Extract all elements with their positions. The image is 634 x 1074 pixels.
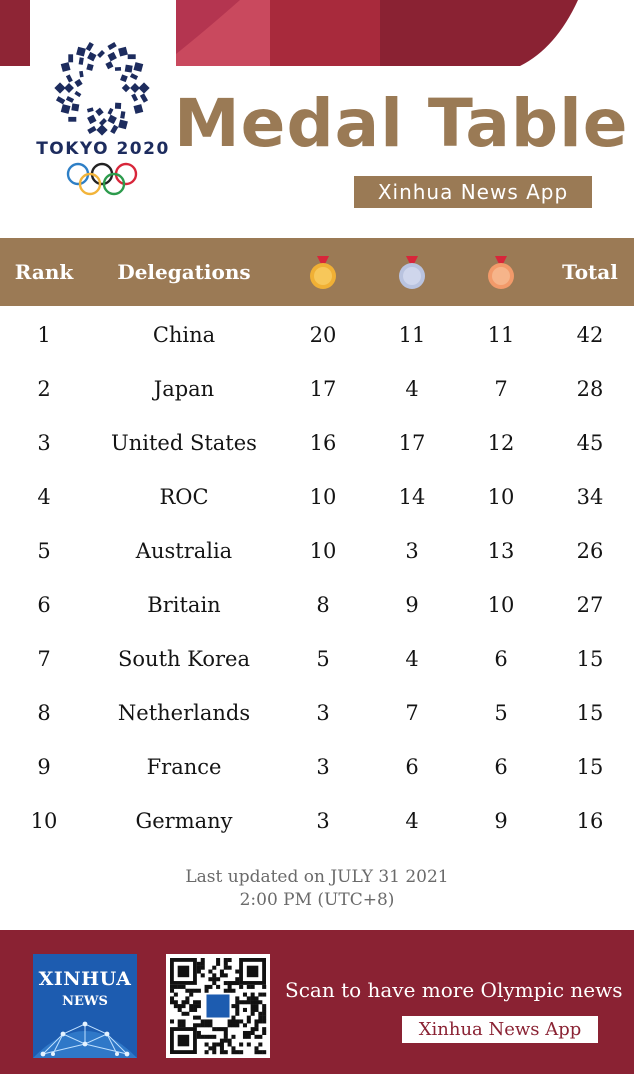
total-cell: 27: [576, 593, 604, 617]
gold-cell: 16: [309, 431, 337, 455]
bronze-cell: 11: [487, 323, 515, 347]
total-cell: 34: [576, 485, 604, 509]
olympic-rings-icon: [66, 162, 138, 196]
bronze-cell: 6: [494, 647, 508, 671]
last-updated-time: 2:00 PM (UTC+8): [239, 890, 395, 910]
total-cell: 26: [576, 539, 604, 563]
last-updated-date: Last updated on JULY 31 2021: [185, 867, 449, 887]
banner-strip: [0, 0, 578, 66]
silver-cell: 17: [398, 431, 426, 455]
gold-cell: 10: [309, 539, 337, 563]
tokyo-2020-emblem-icon: [54, 41, 150, 136]
silver-cell: 4: [405, 809, 419, 833]
xinhua-logo-subtitle: NEWS: [62, 994, 108, 1009]
table-row: 3 United States 16 17 12 45: [0, 416, 634, 470]
delegation-cell: China: [152, 323, 216, 347]
table-row: 10 Germany 3 4 9 16: [0, 794, 634, 848]
gold-cell: 20: [309, 323, 337, 347]
delegation-cell: Germany: [135, 809, 233, 833]
xinhua-logo-title: XINHUA: [38, 968, 132, 990]
rank-cell: 4: [37, 485, 51, 509]
footer-app-link[interactable]: Xinhua News App: [402, 1016, 598, 1043]
table-row: 2 Japan 17 4 7 28: [0, 362, 634, 416]
total-cell: 15: [576, 701, 604, 725]
gold-cell: 5: [316, 647, 330, 671]
table-header: Rank Delegations Total: [0, 238, 634, 306]
rank-cell: 8: [37, 701, 51, 725]
delegation-cell: Japan: [153, 377, 215, 401]
total-cell: 15: [576, 647, 604, 671]
delegation-cell: South Korea: [118, 647, 250, 671]
table-row: 5 Australia 10 3 13 26: [0, 524, 634, 578]
last-updated-note: Last updated on JULY 31 2021 2:00 PM (UT…: [0, 866, 634, 912]
tokyo-2020-label: TOKYO 2020: [36, 139, 170, 159]
column-header-rank: Rank: [14, 260, 74, 284]
silver-cell: 6: [405, 755, 419, 779]
silver-cell: 11: [398, 323, 426, 347]
total-cell: 45: [576, 431, 604, 455]
bronze-cell: 6: [494, 755, 508, 779]
qr-code-icon[interactable]: [166, 954, 270, 1058]
delegation-cell: Netherlands: [117, 701, 251, 725]
logo-block: [30, 0, 176, 210]
rank-cell: 7: [37, 647, 51, 671]
silver-medal-icon: [399, 256, 425, 289]
gold-medal-icon: [310, 256, 336, 289]
rank-cell: 2: [37, 377, 51, 401]
table-row: 9 France 3 6 6 15: [0, 740, 634, 794]
bronze-cell: 13: [487, 539, 515, 563]
delegation-cell: France: [146, 755, 222, 779]
column-header-total: Total: [562, 260, 618, 284]
bronze-cell: 7: [494, 377, 508, 401]
rank-cell: 3: [37, 431, 51, 455]
footer: XINHUA NEWS Scan to have more Olympic ne…: [0, 930, 634, 1074]
table-row: 7 South Korea 5 4 6 15: [0, 632, 634, 686]
total-cell: 16: [576, 809, 604, 833]
table-row: 1 China 20 11 11 42: [0, 308, 634, 362]
silver-cell: 4: [405, 377, 419, 401]
silver-cell: 7: [405, 701, 419, 725]
bronze-cell: 12: [487, 431, 515, 455]
header: TOKYO 2020 Medal Table Xinhua News App: [0, 0, 634, 238]
total-cell: 15: [576, 755, 604, 779]
network-globe-icon: [33, 1021, 137, 1058]
xinhua-news-logo[interactable]: XINHUA NEWS: [33, 954, 137, 1058]
silver-cell: 3: [405, 539, 419, 563]
table-row: 4 ROC 10 14 10 34: [0, 470, 634, 524]
page-title: Medal Table: [174, 85, 629, 162]
gold-cell: 3: [316, 755, 330, 779]
silver-cell: 14: [398, 485, 426, 509]
bronze-cell: 9: [494, 809, 508, 833]
delegation-cell: ROC: [159, 485, 209, 509]
delegation-cell: Australia: [135, 539, 233, 563]
column-header-delegations: Delegations: [117, 260, 251, 284]
total-cell: 28: [576, 377, 604, 401]
gold-cell: 17: [309, 377, 337, 401]
table-row: 8 Netherlands 3 7 5 15: [0, 686, 634, 740]
bronze-medal-icon: [488, 256, 514, 289]
rank-cell: 9: [37, 755, 51, 779]
bronze-cell: 5: [494, 701, 508, 725]
rank-cell: 10: [30, 809, 58, 833]
silver-cell: 4: [405, 647, 419, 671]
app-badge: Xinhua News App: [354, 176, 592, 208]
delegation-cell: United States: [111, 431, 257, 455]
gold-cell: 10: [309, 485, 337, 509]
rank-cell: 5: [37, 539, 51, 563]
gold-cell: 8: [316, 593, 330, 617]
delegation-cell: Britain: [147, 593, 221, 617]
total-cell: 42: [576, 323, 604, 347]
rank-cell: 6: [37, 593, 51, 617]
silver-cell: 9: [405, 593, 419, 617]
bronze-cell: 10: [487, 593, 515, 617]
scan-prompt: Scan to have more Olympic news: [285, 978, 623, 1002]
gold-cell: 3: [316, 809, 330, 833]
bronze-cell: 10: [487, 485, 515, 509]
rank-cell: 1: [37, 323, 51, 347]
gold-cell: 3: [316, 701, 330, 725]
table-row: 6 Britain 8 9 10 27: [0, 578, 634, 632]
